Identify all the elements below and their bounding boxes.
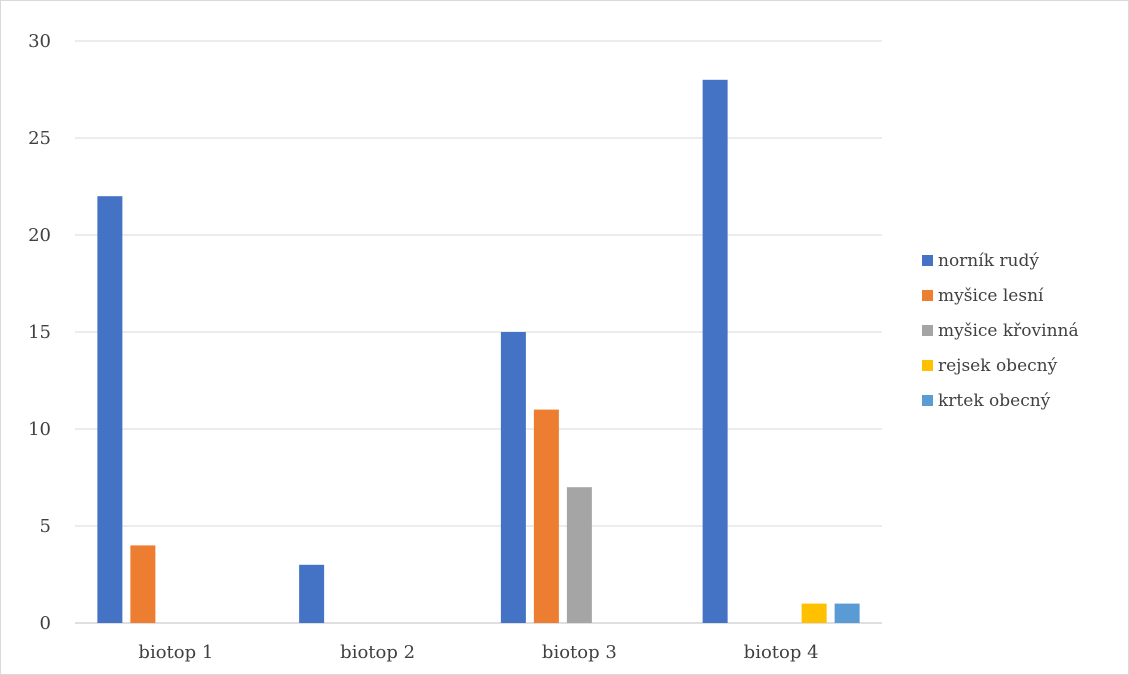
legend-swatch [922,325,933,336]
bar [566,487,592,623]
bar [130,545,156,623]
y-tick-label: 20 [28,225,51,246]
legend-label: norník rudý [938,251,1039,271]
bar [834,603,860,623]
bar [801,603,827,623]
bar [702,79,728,624]
bar [299,564,325,623]
x-tick-label: biotop 2 [340,642,415,663]
legend-label: myšice lesní [938,286,1044,306]
x-tick-label: biotop 4 [744,642,819,663]
y-tick-label: 30 [28,31,51,52]
y-tick-label: 10 [28,419,51,440]
x-tick-label: biotop 3 [542,642,617,663]
legend-swatch [922,360,933,371]
bar [97,196,123,623]
legend-swatch [922,290,933,301]
legend-label: myšice křovinná [938,321,1079,341]
legend-label: rejsek obecný [938,356,1058,376]
bar [533,409,559,623]
bar [500,332,526,623]
y-tick-label: 0 [40,613,51,634]
legend-swatch [922,395,933,406]
y-tick-label: 5 [40,516,51,537]
y-tick-label: 25 [28,128,51,149]
legend-label: krtek obecný [938,391,1051,411]
x-tick-label: biotop 1 [138,642,213,663]
y-tick-label: 15 [28,322,51,343]
legend-swatch [922,255,933,266]
